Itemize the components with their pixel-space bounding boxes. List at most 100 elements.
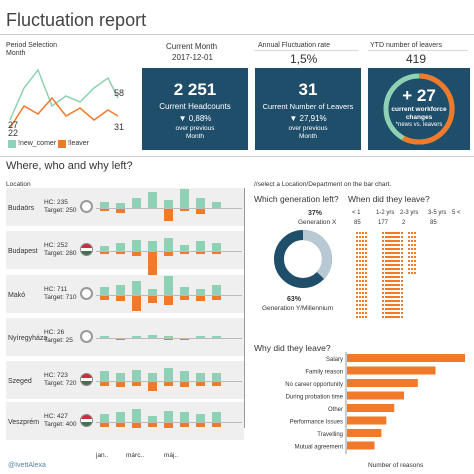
leaver-bar[interactable] [100,295,109,300]
location-row[interactable] [6,275,244,313]
new-comer-bar[interactable] [148,241,157,251]
new-comer-bar[interactable] [148,288,157,295]
legend-new-swatch[interactable] [8,140,16,148]
leaver-bar[interactable] [196,381,205,386]
headcount-kpi-card[interactable]: 2 251 Current Headcounts ▼ 0,88% over pr… [142,68,248,150]
new-comer-bar[interactable] [100,371,109,381]
when-dot [395,268,397,270]
leaver-bar[interactable] [116,422,125,427]
leaver-bar[interactable] [132,251,141,256]
period-line-chart[interactable] [6,58,126,140]
leaver-bar[interactable] [100,422,109,427]
new-comer-bar[interactable] [212,373,221,381]
new-comer-bar[interactable] [116,285,125,295]
new-comer-bar[interactable] [132,409,141,422]
new-comer-bar[interactable] [100,414,109,422]
new-comer-bar[interactable] [132,280,141,295]
leaver-bar[interactable] [116,295,125,302]
new-comer-bar[interactable] [116,243,125,251]
leaver-bar[interactable] [180,251,189,255]
leaver-bar[interactable] [212,381,221,386]
new-comer-bar[interactable] [116,412,125,422]
new-comer-bar[interactable] [164,336,173,338]
location-row[interactable] [6,361,244,399]
new-comer-bar[interactable] [196,414,205,422]
why-bar-chart[interactable]: Salary Family reason No career opportunity… [250,352,470,462]
new-comer-bar[interactable] [196,373,205,381]
new-comer-bar[interactable] [148,192,157,208]
new-comer-bar[interactable] [164,238,173,251]
leaver-bar[interactable] [164,295,173,305]
new-comer-bar[interactable] [132,369,141,381]
new-comer-bar[interactable] [212,201,221,208]
workforce-change-card[interactable]: + 27 current workforce changes *news vs.… [368,68,470,150]
leaver-bar[interactable] [212,251,221,255]
leaver-bar[interactable] [212,295,221,300]
new-comer-bar[interactable] [132,239,141,251]
twitter-handle[interactable]: @IvettAlexa [8,462,46,469]
new-comer-bar[interactable] [116,373,125,381]
leaver-bar[interactable] [212,422,221,427]
leaver-bar[interactable] [100,208,109,212]
leaver-bar[interactable] [180,422,189,427]
leaver-bar[interactable] [132,295,141,311]
new-comer-bar[interactable] [180,371,189,381]
leaver-bar[interactable] [148,381,157,391]
leavers-kpi-card[interactable]: 31 Current Number of Leavers ▼ 27,91% ov… [255,68,361,150]
location-row[interactable] [6,231,244,269]
generation-donut[interactable] [270,226,336,292]
new-comer-bar[interactable] [196,336,205,338]
new-comer-bar[interactable] [180,287,189,295]
new-comer-bar[interactable] [212,336,221,338]
leaver-bar[interactable] [196,422,205,427]
leaver-bar[interactable] [164,381,173,386]
location-row[interactable] [6,402,244,440]
new-comer-bar[interactable] [180,188,189,208]
new-comer-bar[interactable] [212,412,221,422]
leaver-bar[interactable] [164,208,173,221]
new-comer-bar[interactable] [196,241,205,251]
new-comer-bar[interactable] [212,285,221,295]
new-comer-bar[interactable] [148,415,157,422]
leaver-bar[interactable] [196,251,205,255]
new-comer-bar[interactable] [196,288,205,295]
leaver-bar[interactable] [116,208,125,213]
new-comer-bar[interactable] [180,412,189,422]
new-comer-bar[interactable] [100,336,109,338]
when-dot [389,268,391,270]
leaver-bar[interactable] [116,251,125,255]
new-comer-bar[interactable] [164,200,173,208]
new-comer-bar[interactable] [164,275,173,295]
new-comer-bar[interactable] [148,334,157,338]
new-comer-bar[interactable] [148,373,157,381]
legend-leaver-swatch[interactable] [58,140,66,148]
leaver-bar[interactable] [148,251,157,277]
leaver-bar[interactable] [148,422,157,427]
new-comer-bar[interactable] [180,244,189,251]
new-comer-bar[interactable] [164,410,173,422]
leaver-bar[interactable] [180,381,189,388]
new-comer-bar[interactable] [196,198,205,208]
when-dot [394,232,396,234]
leaver-bar[interactable] [132,422,141,429]
leaver-bar[interactable] [100,381,109,386]
leaver-bar[interactable] [164,251,173,256]
leaver-bar[interactable] [100,251,109,255]
leaver-bar[interactable] [164,422,173,429]
new-comer-bar[interactable] [100,201,109,208]
new-comer-bar[interactable] [100,246,109,251]
new-comer-bar[interactable] [100,287,109,295]
leaver-bar[interactable] [132,381,141,386]
new-comer-bar[interactable] [164,368,173,381]
new-comer-bar[interactable] [132,336,141,338]
new-comer-bar[interactable] [212,243,221,251]
leaver-bar[interactable] [148,295,157,303]
new-comer-bar[interactable] [116,203,125,208]
new-comer-bar[interactable] [132,198,141,208]
leaver-bar[interactable] [196,208,205,215]
leaver-bar[interactable] [196,295,205,302]
location-row[interactable] [6,188,244,226]
leaver-bar[interactable] [180,295,189,300]
leaver-bar[interactable] [180,208,189,212]
leaver-bar[interactable] [116,381,125,388]
